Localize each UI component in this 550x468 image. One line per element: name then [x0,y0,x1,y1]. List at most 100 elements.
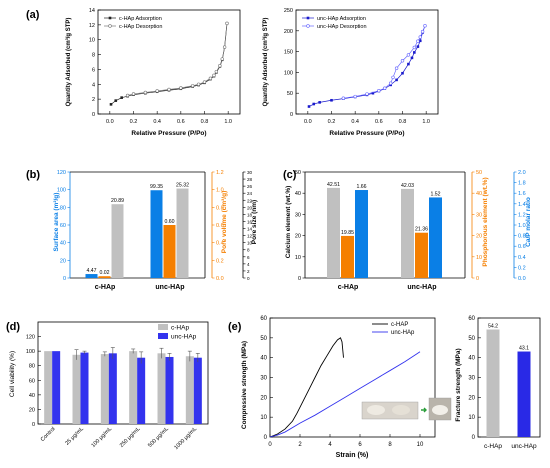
y-tick-label: 0.6 [216,223,224,229]
right-axis-1-label: Phosphorous element (wt.%) [482,177,489,266]
y-tick-label: 12 [89,23,95,29]
data-point [179,86,183,90]
legend-marker [108,16,112,20]
x-tick-label: 0.8 [399,119,407,125]
y-tick-label: 10 [260,415,267,421]
x-axis-label: Strain (%) [336,452,369,459]
x-tick-label: 1.0 [224,119,232,125]
y-tick-label: 50 [476,170,482,176]
y-tick-label: 1.4 [518,202,526,208]
data-point [143,90,148,95]
bar [52,351,61,424]
bar [176,188,189,278]
arrow-icon [421,407,427,413]
y-tick-label: 14 [89,8,95,14]
data-point [377,89,381,93]
y-tick-label: 0 [264,435,268,441]
bar [517,351,531,437]
y-tick-label: 6 [92,67,95,73]
bar [415,232,428,278]
chart-marks: 0 10 20 30 40 50 60 54.2 c-HAp 43.1 unc-HAp [468,316,541,450]
y-tick-label: 50 [295,170,301,176]
x-tick-label: 0.8 [201,119,209,125]
x-tick-label: 0.0 [304,119,312,125]
y-tick-label: 50 [260,336,267,342]
y-tick-label: 8 [92,53,95,59]
data-point [353,94,357,99]
y-tick-label: 60 [260,316,267,322]
right-axis-2-label: Ca/P molar ratio [525,197,532,247]
bar [150,190,163,278]
legend-label: unc-HAp [391,330,415,336]
chart-marks: 0.0 0.2 0.4 0.6 0.8 1.0 0 2 4 6 8 10 12 14 c-HAp Adsor… [89,8,232,125]
chart-marks: 0 10 20 30 40 50 0 10 20 30 40 50 0.0 0.2 0.4 0.6 0.8 1.0… [295,170,526,291]
data-point [196,82,201,86]
y-tick-label: 8 [247,248,250,253]
y-tick-label: 26 [247,184,253,189]
x-tick-label: 0 [268,442,272,448]
left-axis-label: Surface area (m²/g) [53,193,60,252]
y-tick-label: 0 [290,112,293,118]
bar [341,235,354,278]
x-tick-label: 0.2 [328,119,336,125]
y-tick-label: 50 [287,91,293,97]
chart-e2: 0 10 20 30 40 50 60 54.2 c-HAp 43.1 unc-HAp Fractu… [455,316,541,450]
y-tick-label: 150 [284,50,293,56]
y-tick-label: 1.0 [216,188,224,194]
data-point [383,86,387,90]
x-tick-label: 4 [328,442,332,448]
y-tick-label: 0.8 [216,205,224,211]
y-tick-label: 0.4 [518,255,526,261]
data-label: 0.02 [99,270,109,276]
y-tick-label: 0 [472,435,476,441]
chart-marks: 0204060801001200.00.20.40.60.81.01.20246… [57,170,253,291]
data-point [225,21,229,26]
data-point [410,56,414,60]
bar [355,190,368,278]
x-tick-label: 1.0 [422,119,430,125]
data-point [167,87,171,92]
y-tick-label: 0 [63,276,66,282]
data-point [420,29,425,34]
y-axis-label: Quantity Adsorbed (cm³/g STP) [65,18,72,107]
data-point [416,45,420,48]
y-tick-label: 0.2 [518,265,526,271]
y-tick-label: 0.2 [216,258,224,264]
y-tick-label: 4 [92,82,95,88]
legend-swatch [158,324,168,330]
y-tick-label: 1.2 [518,212,526,218]
y-tick-label: 20 [476,234,482,240]
y-tick-label: 20 [295,234,301,240]
y-tick-label: 40 [295,191,301,197]
data-point [423,24,427,28]
y-tick-label: 20 [60,258,66,264]
data-point [222,45,227,49]
data-label: 19.85 [341,230,354,236]
plot-frame [37,321,209,425]
data-point [418,35,422,39]
y-tick-label: 40 [476,191,482,197]
legend-label: unc-HAp Desorption [317,24,367,30]
series-line [269,337,344,438]
bar [401,188,414,278]
data-point [413,51,416,54]
x-tick-label: 6 [358,442,362,448]
panel-label-d: (d) [6,321,20,333]
series-line [110,23,228,105]
x-axis-label: Relative Pressure (P/Po) [131,130,206,137]
y-tick-label: 10 [295,255,301,261]
y-tick-label: 0 [32,422,35,428]
category-label: unc-HAp [155,284,184,291]
y-tick-label: 80 [29,364,35,370]
panel-label-c: (c) [283,169,297,181]
y-tick-label: 1.6 [518,191,526,197]
data-point [391,75,395,80]
bar [165,356,174,424]
data-label: 1.66 [356,184,366,190]
y-tick-label: 120 [26,335,35,341]
y-axis-label: Fracture strength (MPa) [455,348,462,421]
chart-marks: 0.0 0.2 0.4 0.6 0.8 1.0 0 50 100 150 200 250 unc-HAp… [284,8,430,125]
data-point [394,66,399,70]
y-tick-label: 20 [29,407,35,413]
